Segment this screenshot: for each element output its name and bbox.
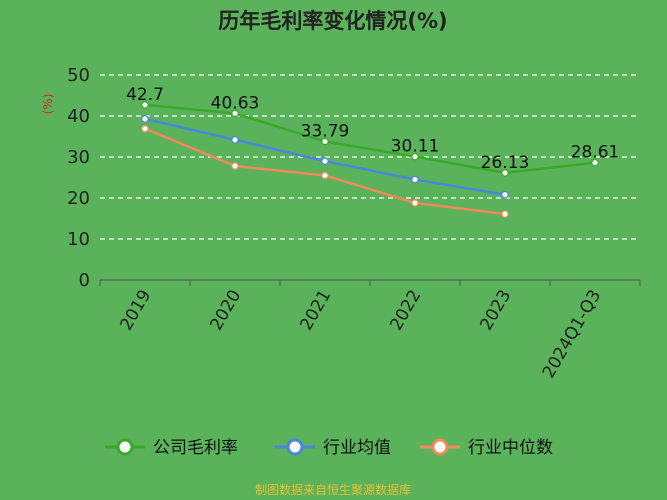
data-labels: 42.7 40.63 33.79 30.11 26.13 28.61 [126, 85, 619, 173]
data-point [231, 109, 239, 118]
y-axis-ticks: 0 10 20 30 40 50 [67, 65, 90, 291]
y-tick-label: 20 [67, 188, 90, 209]
data-label: 40.63 [211, 93, 260, 113]
data-point [591, 158, 599, 167]
data-point [501, 210, 509, 218]
data-point [141, 101, 149, 109]
data-point [501, 169, 509, 177]
y-tick-label: 0 [79, 270, 90, 291]
data-point [411, 199, 419, 207]
data-point [231, 162, 239, 170]
legend-marker-2 [431, 438, 449, 456]
source-note: 制图数据来自恒生聚源数据库 [255, 482, 411, 497]
data-label: 30.11 [391, 137, 440, 157]
data-label: 28.61 [571, 143, 620, 163]
data-point [411, 152, 419, 161]
data-point [321, 171, 329, 180]
legend-label-2: 行业中位数 [468, 438, 553, 458]
y-tick-label: 30 [67, 147, 90, 168]
y-axis-unit: (%) [41, 94, 55, 115]
legend-marker-1 [286, 438, 304, 456]
y-tick-label: 40 [67, 106, 90, 127]
data-point [321, 137, 329, 146]
data-point [501, 190, 509, 199]
y-tick-label: 50 [67, 65, 90, 86]
data-point [411, 175, 419, 184]
data-label: 33.79 [301, 121, 350, 141]
data-label: 42.7 [126, 85, 164, 105]
grid-lines [100, 74, 640, 240]
y-tick-label: 10 [67, 229, 90, 250]
legend-label-0: 公司毛利率 [153, 438, 238, 458]
data-point [231, 135, 239, 144]
chart-title: 历年毛利率变化情况(%) [218, 9, 447, 33]
data-point [141, 124, 149, 133]
legend-marker-0 [116, 438, 134, 456]
legend: 公司毛利率 行业均值 行业中位数 [105, 438, 553, 458]
data-point [141, 115, 149, 123]
data-label: 26.13 [481, 153, 530, 173]
series-line-0 [144, 103, 596, 175]
data-point [321, 157, 329, 165]
legend-label-1: 行业均值 [323, 438, 391, 458]
series-lines [141, 101, 599, 218]
